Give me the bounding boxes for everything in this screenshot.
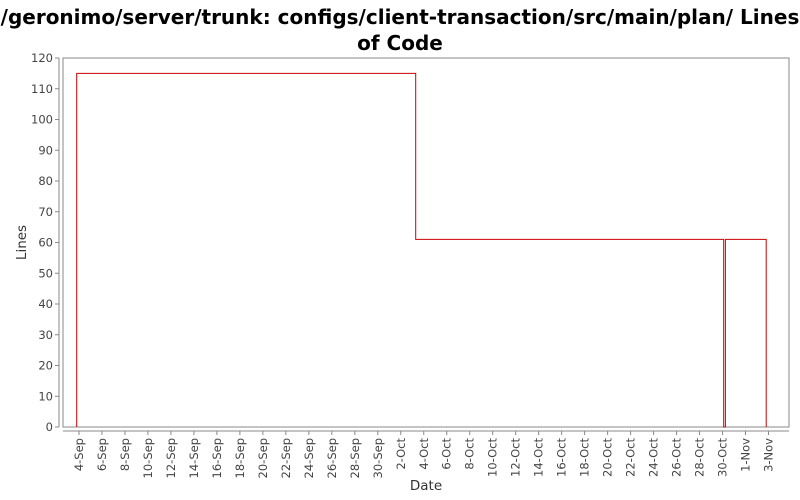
x-tick-label: 2-Oct (394, 438, 408, 470)
x-tick-label: 24-Oct (647, 438, 661, 477)
y-axis: 0 10 20 30 40 50 60 70 80 90 100 110 120 (31, 51, 60, 434)
x-tick-label: 28-Sep (348, 438, 362, 478)
x-tick-label: 28-Oct (693, 438, 707, 477)
x-tick-label: 16-Sep (210, 438, 224, 478)
series-layer (76, 72, 767, 428)
x-tick-label: 8-Oct (463, 438, 477, 470)
series-line (76, 72, 767, 428)
x-tick-label: 22-Sep (279, 438, 293, 478)
x-tick-label: 16-Oct (555, 438, 569, 477)
y-tick-label: 120 (31, 51, 53, 65)
x-tick-label: 6-Sep (95, 438, 109, 471)
x-tick-label: 18-Sep (233, 438, 247, 478)
y-tick-label: 10 (38, 389, 53, 403)
y-tick-label: 40 (38, 297, 53, 311)
x-tick-label: 12-Oct (509, 438, 523, 477)
y-tick-label: 20 (38, 359, 53, 373)
x-tick-label: 24-Sep (302, 438, 316, 478)
y-axis-label: Lines (14, 225, 30, 260)
x-tick-label: 30-Sep (371, 438, 385, 478)
x-tick-label: 10-Oct (486, 438, 500, 477)
plot-area (62, 57, 790, 428)
x-tick-label: 26-Oct (670, 438, 684, 477)
y-tick-label: 0 (46, 420, 53, 434)
x-tick-label: 10-Sep (141, 438, 155, 478)
x-tick-label: 30-Oct (716, 438, 730, 477)
x-axis: 4-Sep 6-Sep 8-Sep 10-Sep 12-Sep 14-Sep 16-Sep 1… (63, 430, 789, 478)
x-tick-label: 6-Oct (440, 438, 454, 470)
y-tick-label: 70 (38, 205, 53, 219)
x-tick-label: 18-Oct (578, 438, 592, 477)
x-axis-label: Date (410, 478, 442, 494)
y-tick-label: 30 (38, 328, 53, 342)
y-tick-label: 100 (31, 113, 53, 127)
x-tick-label: 4-Sep (72, 438, 86, 471)
x-tick-label: 20-Oct (601, 438, 615, 477)
x-tick-label: 26-Sep (325, 438, 339, 478)
x-tick-label: 22-Oct (624, 438, 638, 477)
x-tick-label: 1-Nov (739, 438, 753, 472)
y-tick-label: 110 (31, 82, 53, 96)
y-tick-label: 60 (38, 236, 53, 250)
x-tick-label: 12-Sep (164, 438, 178, 478)
y-tick-label: 80 (38, 174, 53, 188)
x-tick-label: 14-Sep (187, 438, 201, 478)
chart-title: /geronimo/server/trunk: configs/client-t… (0, 5, 800, 55)
x-tick-label: 8-Sep (118, 438, 132, 471)
x-tick-label: 3-Nov (762, 438, 776, 472)
x-tick-label: 4-Oct (417, 438, 431, 470)
y-tick-label: 90 (38, 143, 53, 157)
y-tick-label: 50 (38, 266, 53, 280)
x-tick-label: 14-Oct (532, 438, 546, 477)
x-tick-label: 20-Sep (256, 438, 270, 478)
